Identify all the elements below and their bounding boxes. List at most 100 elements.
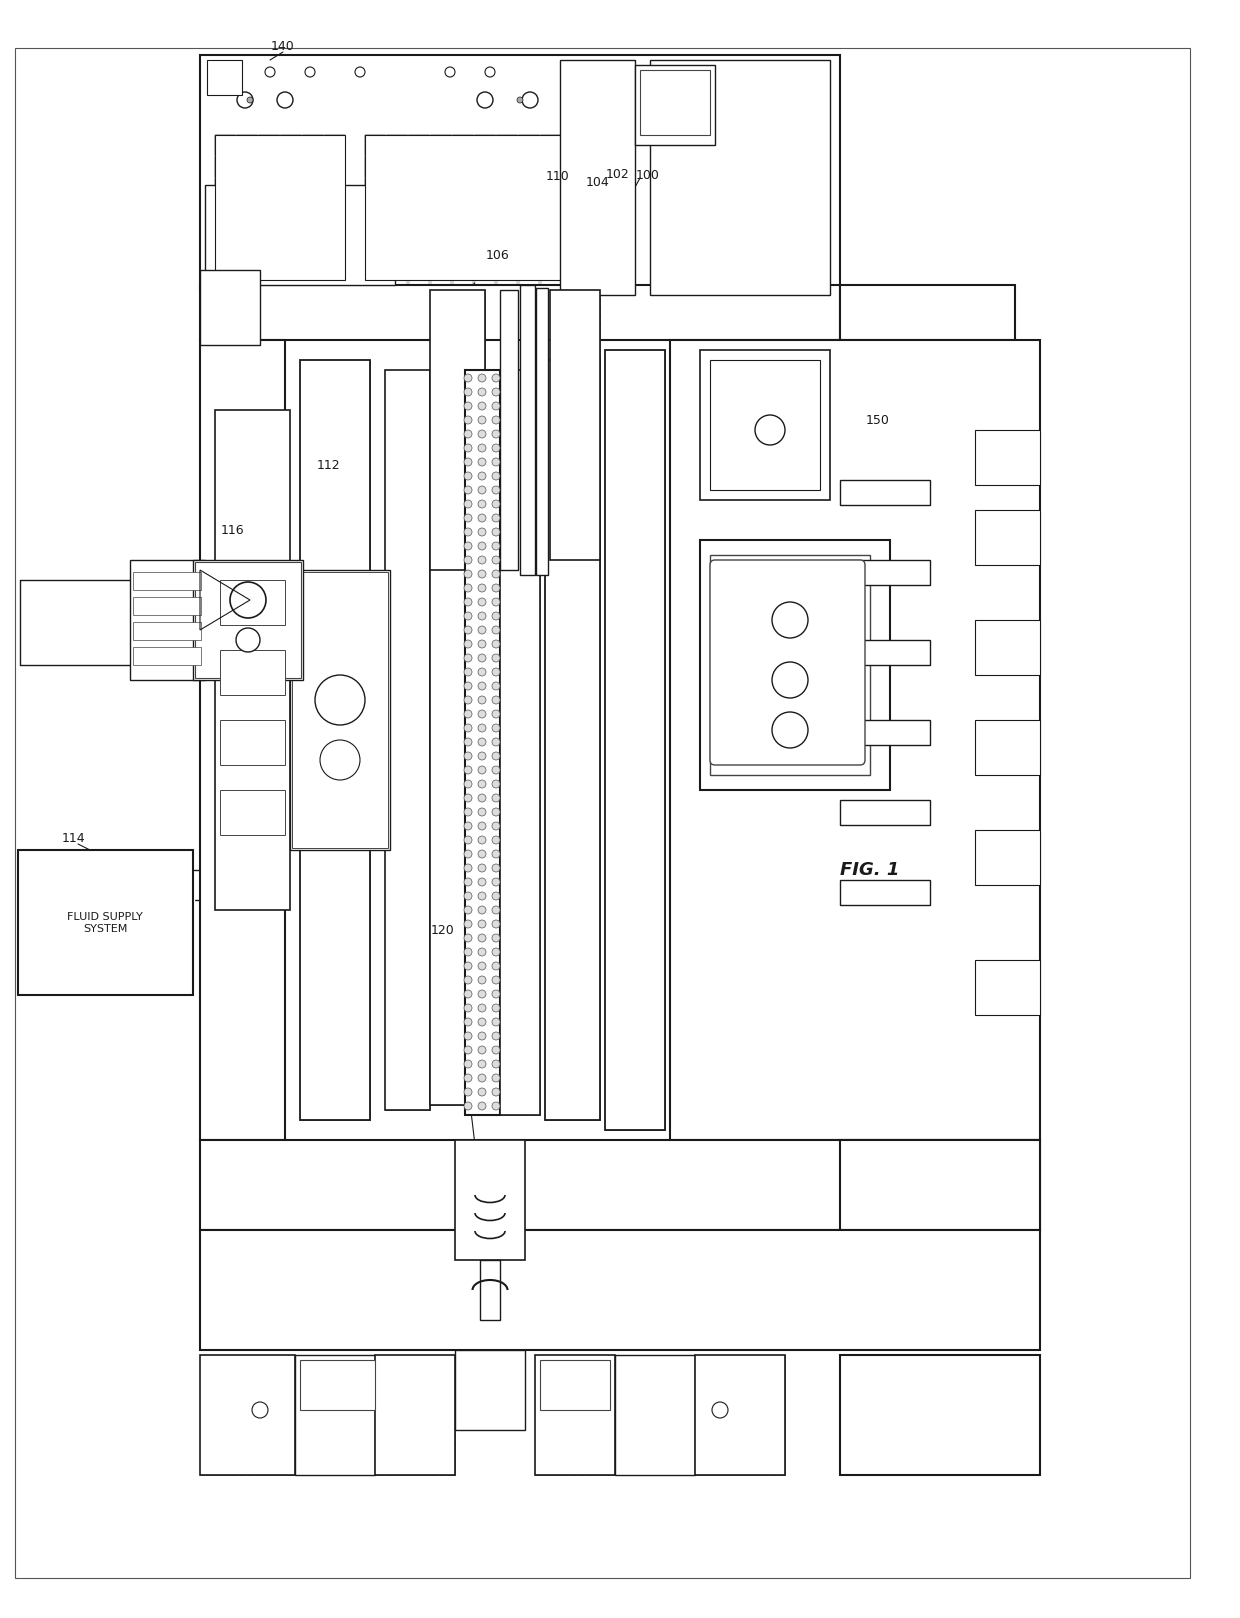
Circle shape xyxy=(477,430,486,438)
Bar xyxy=(842,561,928,582)
Bar xyxy=(560,60,635,294)
Circle shape xyxy=(464,849,472,858)
Bar xyxy=(237,223,257,243)
Circle shape xyxy=(477,557,486,565)
Bar xyxy=(497,267,517,286)
Circle shape xyxy=(477,1060,486,1068)
Bar xyxy=(259,134,279,155)
Bar xyxy=(497,244,517,265)
Circle shape xyxy=(229,582,267,618)
Circle shape xyxy=(492,401,500,409)
Bar xyxy=(563,244,583,265)
Circle shape xyxy=(485,66,495,78)
Circle shape xyxy=(477,948,486,956)
Bar xyxy=(432,244,451,265)
Bar xyxy=(215,134,236,155)
Bar xyxy=(200,1141,1040,1230)
Bar xyxy=(237,134,257,155)
Circle shape xyxy=(477,626,486,634)
Bar xyxy=(975,430,1040,485)
Bar xyxy=(432,134,451,155)
Bar xyxy=(839,1141,1040,1230)
Circle shape xyxy=(620,66,630,78)
Circle shape xyxy=(464,765,472,773)
Circle shape xyxy=(464,542,472,550)
Circle shape xyxy=(477,584,486,592)
Bar xyxy=(839,880,930,904)
Bar xyxy=(303,157,322,176)
Circle shape xyxy=(492,388,500,396)
Bar xyxy=(534,1354,615,1476)
Circle shape xyxy=(464,780,472,788)
Bar xyxy=(432,201,451,222)
Bar xyxy=(541,201,560,222)
Bar xyxy=(497,180,517,199)
Text: 102: 102 xyxy=(606,168,630,181)
Circle shape xyxy=(477,1032,486,1040)
Bar xyxy=(281,180,301,199)
Bar xyxy=(215,223,236,243)
Circle shape xyxy=(477,710,486,718)
Bar xyxy=(537,290,547,574)
Circle shape xyxy=(464,738,472,746)
Bar xyxy=(365,201,384,222)
Bar xyxy=(430,290,485,570)
Bar xyxy=(259,157,279,176)
Circle shape xyxy=(464,1005,472,1011)
Circle shape xyxy=(492,1060,500,1068)
Bar xyxy=(563,223,583,243)
Circle shape xyxy=(464,599,472,607)
Circle shape xyxy=(464,990,472,998)
Circle shape xyxy=(464,485,472,493)
Circle shape xyxy=(492,1032,500,1040)
Circle shape xyxy=(492,976,500,984)
Circle shape xyxy=(477,837,486,845)
Bar xyxy=(541,134,560,155)
Bar xyxy=(281,223,301,243)
Circle shape xyxy=(464,752,472,760)
Bar xyxy=(430,375,465,1105)
Bar xyxy=(497,201,517,222)
Bar xyxy=(133,573,201,591)
Bar xyxy=(133,647,201,665)
Bar xyxy=(975,959,1040,1014)
Circle shape xyxy=(492,696,500,704)
Bar xyxy=(200,285,839,340)
Bar xyxy=(259,267,279,286)
Circle shape xyxy=(492,879,500,887)
Bar xyxy=(635,65,715,146)
Circle shape xyxy=(773,712,808,748)
Circle shape xyxy=(477,934,486,942)
Circle shape xyxy=(773,662,808,697)
Bar xyxy=(432,223,451,243)
Text: 116: 116 xyxy=(221,524,244,537)
Circle shape xyxy=(464,374,472,382)
Bar xyxy=(409,201,429,222)
Bar xyxy=(650,60,830,294)
Circle shape xyxy=(464,443,472,451)
Bar xyxy=(365,134,565,280)
Bar xyxy=(975,830,1040,885)
Circle shape xyxy=(492,1074,500,1082)
Bar xyxy=(842,482,928,503)
Circle shape xyxy=(477,738,486,746)
Circle shape xyxy=(464,1087,472,1095)
Bar xyxy=(839,285,1016,340)
Bar xyxy=(520,285,534,574)
Bar xyxy=(281,267,301,286)
Circle shape xyxy=(252,1403,268,1417)
Circle shape xyxy=(464,963,472,971)
Text: 130: 130 xyxy=(831,608,854,621)
Bar xyxy=(453,157,472,176)
Circle shape xyxy=(477,696,486,704)
Bar xyxy=(520,267,539,286)
Circle shape xyxy=(715,66,725,78)
Circle shape xyxy=(492,416,500,424)
Bar xyxy=(237,157,257,176)
Circle shape xyxy=(247,97,253,104)
Circle shape xyxy=(492,641,500,647)
Bar xyxy=(551,290,600,560)
Circle shape xyxy=(464,416,472,424)
Circle shape xyxy=(492,906,500,914)
Circle shape xyxy=(320,739,360,780)
